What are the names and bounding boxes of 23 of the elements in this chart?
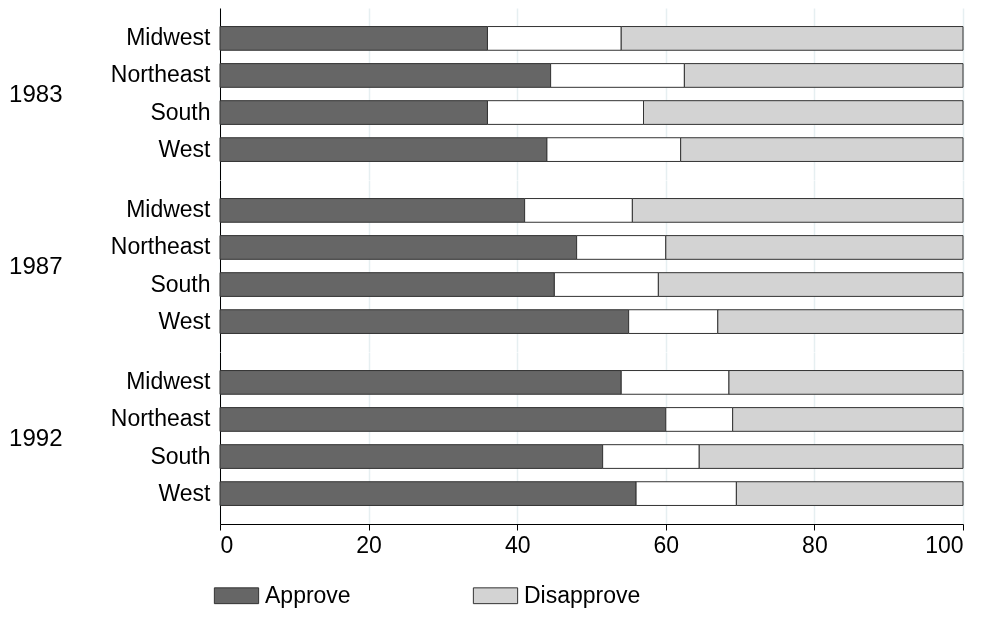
y-tick-label: South — [150, 270, 211, 297]
x-tick-label: 0 — [220, 531, 234, 558]
y-tick-label: Northeast — [110, 233, 212, 260]
y-axis-title: 1992 — [9, 423, 63, 451]
y-tick-label: South — [150, 442, 211, 469]
y-tick-label: Midwest — [126, 24, 212, 51]
x-tick-label: 80 — [802, 531, 828, 558]
y-tick-label: Northeast — [110, 61, 212, 88]
y-axis-title: 1987 — [9, 251, 63, 279]
legend-label: Approve — [265, 581, 351, 608]
y-tick-label: South — [150, 98, 211, 125]
y-tick-label: West — [158, 307, 212, 334]
legend-label: Disapprove — [524, 581, 641, 608]
x-tick-label: 40 — [504, 531, 531, 558]
y-tick-label: West — [158, 135, 212, 162]
x-tick-label: 60 — [653, 531, 680, 558]
y-tick-label: West — [158, 479, 212, 506]
y-tick-label: Northeast — [110, 405, 212, 432]
x-tick-label: 20 — [356, 531, 382, 558]
y-tick-label: Midwest — [126, 368, 212, 395]
x-tick-label: 100 — [925, 531, 964, 558]
y-tick-label: Midwest — [126, 196, 212, 223]
y-axis-title: 1983 — [9, 79, 63, 107]
